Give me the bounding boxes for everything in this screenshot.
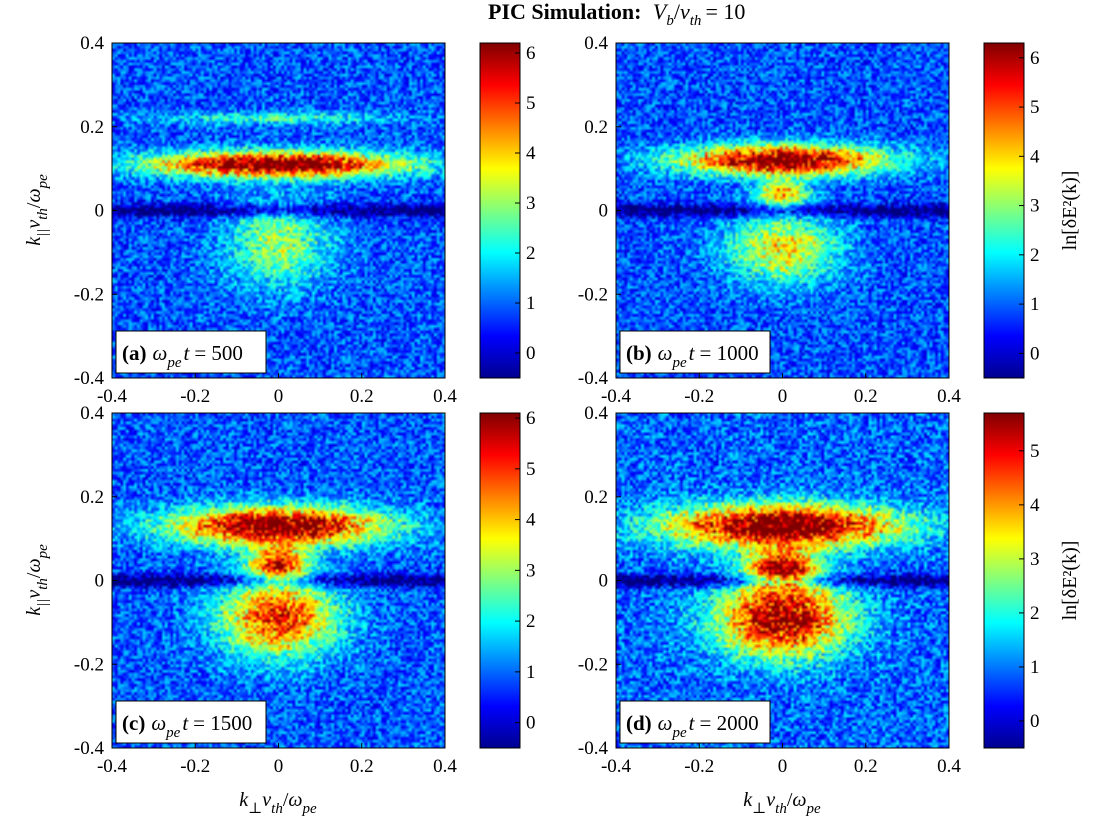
y-tick-label: 0: [95, 201, 105, 222]
heatmap-image-2: [112, 413, 445, 748]
x-tick-label: -0.2: [180, 756, 210, 777]
colorbar-tick-label: 2: [526, 243, 536, 264]
y-tick-label: 0.4: [80, 403, 104, 424]
colorbar-tick-label: 5: [1030, 441, 1040, 462]
colorbar-tick-label: 4: [526, 510, 536, 531]
svg-text:(a)ωpet= 500: (a) ωpet = 500: [122, 341, 243, 371]
y-tick-label: 0.2: [80, 117, 104, 138]
y-tick-label: 0: [95, 571, 105, 592]
colorbar-tick-label: 2: [1030, 603, 1040, 624]
heatmap-image-0: [112, 43, 445, 378]
colorbar-tick-label: 0: [526, 343, 536, 364]
panel-label-3: (d) ωpet = 2000: [619, 700, 771, 744]
colorbar-tick-label: 6: [526, 408, 536, 429]
y-tick-label: -0.2: [74, 654, 104, 675]
y-tick-label: -0.4: [74, 738, 105, 759]
y-tick-label: 0.2: [584, 117, 608, 138]
x-tick-label: 0.2: [854, 386, 878, 407]
y-tick-label: 0: [599, 201, 609, 222]
colorbar-tick-label: 1: [526, 293, 536, 314]
x-tick-label: -0.2: [180, 386, 210, 407]
colorbar-tick-label: 4: [1030, 146, 1040, 167]
colorbar-tick-label: 1: [1030, 657, 1040, 678]
heatmap-image-3: [616, 413, 949, 748]
y-tick-label: 0: [599, 571, 609, 592]
colorbar-tick-label: 3: [526, 193, 536, 214]
x-tick-label: -0.4: [97, 756, 128, 777]
x-tick-label: 0: [778, 756, 788, 777]
colorbar-tick-label: 4: [526, 143, 536, 164]
colorbar-tick-label: 3: [1030, 549, 1040, 570]
x-tick-label: 0.4: [433, 756, 457, 777]
x-tick-label: 0.2: [350, 386, 374, 407]
colorbar-tick-label: 5: [526, 93, 536, 114]
x-tick-label: 0.2: [854, 756, 878, 777]
y-axis-label-bottom: k||vth/ωpe: [23, 544, 51, 616]
y-tick-label: 0.2: [584, 487, 608, 508]
panels-group: -0.4 -0.2 0 0.2 0.4-0.4-0.200.20.4(a) ωpet = 5…: [23, 33, 1081, 817]
svg-text:(c)ωpet= 1500: (c) ωpet = 1500: [122, 711, 252, 741]
x-tick-label: -0.2: [684, 386, 714, 407]
y-tick-label: -0.4: [74, 368, 105, 389]
x-tick-label: -0.4: [601, 756, 632, 777]
x-axis-label-right: k⊥vth/ωpe: [743, 789, 821, 817]
y-tick-label: -0.2: [578, 654, 608, 675]
colorbar-tick-label: 6: [526, 43, 536, 64]
colorbar-tick-label: 3: [526, 560, 536, 581]
x-tick-label: 0: [778, 386, 788, 407]
colorbar-tick-label: 5: [1030, 97, 1040, 118]
y-tick-label: -0.2: [74, 284, 104, 305]
colorbar-1: [983, 42, 1025, 379]
colorbar-tick-label: 1: [526, 662, 536, 683]
x-tick-label: 0: [274, 756, 284, 777]
svg-text:(b)ωpet= 1000: (b) ωpet = 1000: [626, 341, 759, 371]
colorbar-label: ln[δE²(k)]: [1059, 541, 1081, 621]
chart-title: PIC Simulation: Vb/vth = 10: [488, 0, 745, 29]
colorbar-tick-label: 4: [1030, 495, 1040, 516]
colorbar-tick-label: 6: [1030, 48, 1040, 69]
colorbar-tick-label: 0: [1030, 711, 1040, 732]
colorbar-tick-label: 2: [526, 611, 536, 632]
y-tick-label: -0.4: [578, 738, 609, 759]
y-tick-label: -0.2: [578, 284, 608, 305]
heatmap-image-1: [616, 43, 949, 378]
y-tick-label: 0.2: [80, 487, 104, 508]
x-tick-label: 0.4: [937, 386, 961, 407]
y-tick-label: 0.4: [584, 33, 608, 54]
x-tick-label: 0: [274, 386, 284, 407]
colorbar-3: [983, 412, 1025, 749]
colorbar-tick-label: 0: [1030, 343, 1040, 364]
panel-label-2: (c) ωpet = 1500: [115, 700, 267, 744]
colorbar-tick-label: 1: [1030, 294, 1040, 315]
y-tick-label: 0.4: [584, 403, 608, 424]
x-tick-label: -0.2: [684, 756, 714, 777]
colorbar-0: [479, 42, 521, 379]
colorbar-tick-label: 2: [1030, 245, 1040, 266]
x-tick-label: 0.4: [433, 386, 457, 407]
y-tick-label: -0.4: [578, 368, 609, 389]
y-tick-label: 0.4: [80, 33, 104, 54]
colorbar-2: [479, 412, 521, 749]
x-axis-label-left: k⊥vth/ωpe: [239, 789, 317, 817]
y-axis-label-top: k||vth/ωpe: [23, 174, 51, 246]
x-tick-label: -0.4: [601, 386, 632, 407]
colorbar-tick-label: 3: [1030, 196, 1040, 217]
x-tick-label: -0.4: [97, 386, 128, 407]
panel-label-1: (b) ωpet = 1000: [619, 330, 771, 374]
colorbar-label: ln[δE²(k)]: [1059, 171, 1081, 251]
x-tick-label: 0.4: [937, 756, 961, 777]
colorbar-tick-label: 5: [526, 459, 536, 480]
x-tick-label: 0.2: [350, 756, 374, 777]
colorbar-tick-label: 0: [526, 713, 536, 734]
panel-label-0: (a) ωpet = 500: [115, 330, 267, 374]
svg-text:(d)ωpet= 2000: (d) ωpet = 2000: [626, 711, 759, 741]
